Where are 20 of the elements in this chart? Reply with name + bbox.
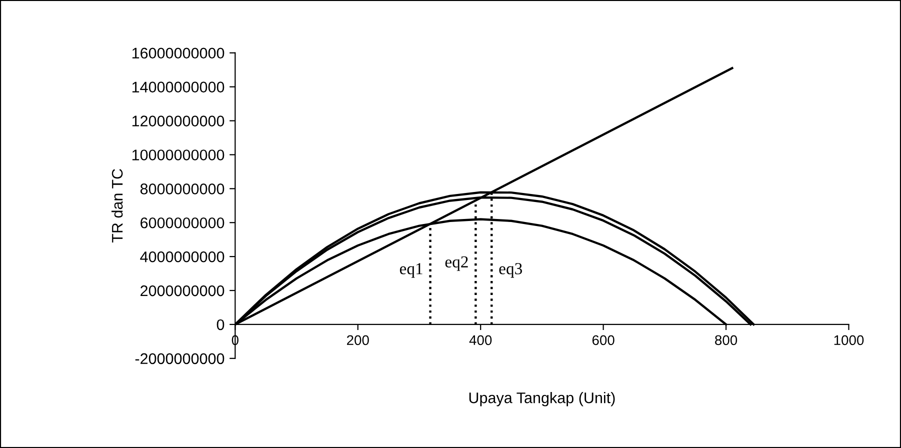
y-tick-label: 2000000000 xyxy=(140,285,224,296)
y-tick-label: 4000000000 xyxy=(140,251,224,262)
annotation: eq2 xyxy=(445,256,468,271)
y-tick-label: -2000000000 xyxy=(135,353,224,364)
x-tick-label: 400 xyxy=(469,335,492,346)
x-tick-label: 200 xyxy=(346,335,369,346)
x-axis-title: Upaya Tangkap (Unit) xyxy=(469,392,615,406)
y-tick-label: 8000000000 xyxy=(140,184,224,194)
x-tick-label: 1000 xyxy=(834,335,864,346)
x-tick-label: 800 xyxy=(715,335,738,346)
annotation: eq3 xyxy=(499,263,522,278)
y-tick-label: 14000000000 xyxy=(132,82,224,92)
y-tick-label: 10000000000 xyxy=(132,150,224,160)
y-tick-label: 6000000000 xyxy=(140,217,224,228)
y-tick-label: 16000000000 xyxy=(132,48,224,59)
annotation: eq1 xyxy=(400,263,422,278)
x-tick-label: 600 xyxy=(592,335,614,346)
y-axis-title: TR dan TC xyxy=(111,168,123,243)
y-tick-label: 12000000000 xyxy=(132,116,224,126)
y-tick-label: 0 xyxy=(216,319,224,330)
